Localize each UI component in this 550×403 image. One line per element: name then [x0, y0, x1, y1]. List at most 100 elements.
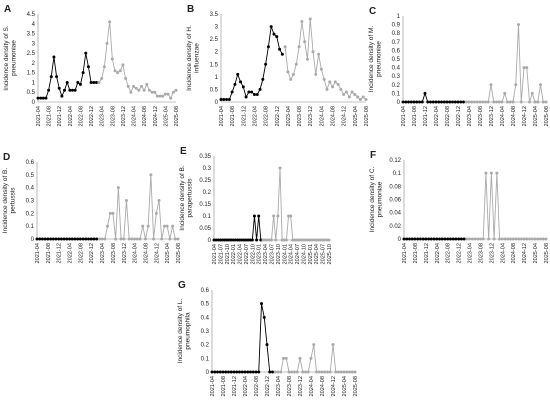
data-point — [240, 370, 244, 374]
data-point — [301, 370, 305, 374]
x-tick-label: 2024-01 — [282, 244, 288, 265]
data-point — [81, 71, 85, 75]
data-point — [161, 94, 165, 98]
data-point — [481, 100, 485, 104]
data-point — [249, 370, 252, 374]
panel-f: F Incidence density of C.pneumoniae 0 0.02 0… — [369, 150, 550, 264]
y-tick-label: 0.08 — [389, 184, 401, 190]
data-point — [227, 238, 231, 242]
data-point — [218, 370, 222, 374]
data-point — [530, 237, 534, 241]
data-point — [73, 237, 77, 241]
data-point — [116, 186, 120, 190]
data-point — [415, 100, 419, 104]
data-point — [407, 100, 410, 104]
x-tick-label: 2022-12 — [89, 243, 95, 264]
x-tick-label: 2024-08 — [511, 106, 517, 127]
x-tick-label: 2022-07 — [244, 244, 250, 265]
data-point — [350, 90, 354, 94]
panel-d: D Incidence density of B.pertussis 0 0.1 0.2… — [2, 152, 182, 264]
data-point — [94, 80, 98, 84]
data-point — [339, 87, 343, 91]
x-tick-label: 2024-12 — [331, 376, 337, 397]
data-point — [525, 66, 529, 70]
x-tick-label: 2023-08 — [110, 106, 116, 127]
data-point — [289, 77, 293, 81]
x-tick-label: 2024-12 — [154, 243, 160, 264]
data-point — [116, 71, 120, 75]
data-point — [242, 238, 246, 242]
data-point — [293, 370, 296, 374]
data-point — [328, 370, 332, 374]
data-point — [84, 237, 88, 241]
x-tick-label: 2022-04 — [238, 244, 244, 265]
x-tick-label: 2025-10 — [327, 244, 333, 265]
data-point — [503, 91, 507, 95]
data-point — [339, 370, 343, 374]
data-point — [361, 95, 365, 99]
y-tick-label: 0.15 — [199, 202, 211, 208]
data-point — [437, 100, 441, 104]
x-tick-label: 2024-08 — [142, 106, 148, 127]
y-axis-label-line: Incidence density of M. — [368, 26, 375, 93]
data-point — [506, 237, 510, 241]
data-point — [473, 237, 477, 241]
x-tick-label: 2023-12 — [489, 243, 495, 264]
data-point — [286, 70, 290, 74]
x-tick-label: 2022-08 — [78, 243, 84, 264]
data-point — [348, 370, 351, 374]
data-point — [541, 237, 545, 241]
y-tick-label: 0.05 — [199, 226, 211, 232]
data-point — [89, 80, 93, 84]
x-tick-label: 2021-10 — [225, 244, 231, 265]
data-point — [314, 238, 318, 242]
x-tick-label: 2025-04 — [353, 106, 359, 127]
data-point — [97, 237, 101, 241]
data-point — [522, 237, 526, 241]
data-point — [432, 237, 436, 241]
x-tick-label: 2021-04 — [401, 106, 407, 127]
x-tick-label: 2022-04 — [243, 376, 249, 397]
y-axis-label-line: pneumoniae — [376, 41, 383, 77]
x-tick-label: 2024-12 — [522, 106, 528, 127]
data-point — [70, 237, 74, 241]
data-point — [268, 370, 272, 374]
panel-letter: B — [187, 4, 194, 15]
data-point — [252, 92, 256, 96]
data-point — [276, 370, 280, 374]
data-point — [250, 90, 254, 94]
panel-letter: F — [370, 150, 376, 161]
x-tick-label: 2021-08 — [413, 243, 419, 264]
data-point — [87, 237, 91, 241]
data-point — [149, 173, 153, 177]
data-point — [407, 237, 411, 241]
panel-a: A Incidence density of S.pneumoniae 0 0.5 1 1… — [3, 4, 180, 127]
x-tick-label: 2022-08 — [254, 376, 260, 397]
data-point — [344, 90, 348, 94]
y-tick-label: 0.7 — [392, 40, 401, 46]
data-point — [146, 224, 150, 228]
series-line-after — [262, 167, 329, 241]
data-point — [287, 214, 291, 218]
x-tick-label: 2024-04 — [289, 244, 295, 265]
data-point — [38, 237, 42, 241]
x-tick-label: 2025-01 — [308, 244, 314, 265]
data-point — [308, 238, 312, 242]
data-point — [484, 171, 488, 175]
data-point — [418, 100, 421, 104]
x-tick-label: 2022-12 — [456, 106, 462, 127]
x-tick-label: 2023-08 — [111, 243, 117, 264]
data-point — [456, 100, 460, 104]
y-axis-label: Incidence density of H.influenzae — [186, 25, 201, 91]
series-line-after — [99, 174, 178, 240]
data-point — [278, 47, 282, 51]
data-point — [475, 100, 479, 104]
x-tick-label: 2025-08 — [176, 243, 182, 264]
series-line-before — [38, 53, 97, 99]
x-tick-label: 2023-08 — [297, 106, 303, 127]
x-tick-label: 2023-04 — [468, 243, 474, 264]
data-point — [231, 238, 235, 242]
data-point — [110, 57, 114, 61]
data-point — [46, 237, 50, 241]
data-point — [244, 95, 248, 99]
